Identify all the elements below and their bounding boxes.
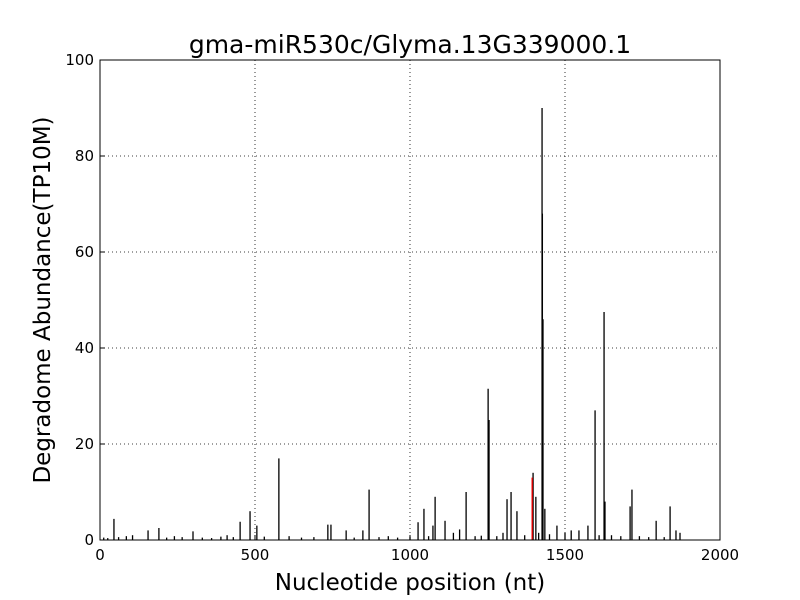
- x-tick-label: 1000: [391, 546, 429, 564]
- x-axis-label: Nucleotide position (nt): [275, 570, 545, 596]
- x-tick-label: 0: [95, 546, 105, 564]
- x-tick-label: 500: [241, 546, 270, 564]
- y-tick-label: 0: [84, 531, 94, 549]
- y-tick-label: 60: [75, 243, 94, 261]
- chart-title: gma-miR530c/Glyma.13G339000.1: [189, 30, 631, 59]
- y-axis-label: Degradome Abundance(TP10M): [30, 116, 56, 483]
- y-tick-label: 20: [75, 435, 94, 453]
- y-tick-label: 100: [65, 51, 94, 69]
- x-tick-label: 2000: [701, 546, 739, 564]
- x-tick-label: 1500: [546, 546, 584, 564]
- y-tick-label: 40: [75, 339, 94, 357]
- plot-frame: [99, 59, 721, 541]
- y-tick-label: 80: [75, 147, 94, 165]
